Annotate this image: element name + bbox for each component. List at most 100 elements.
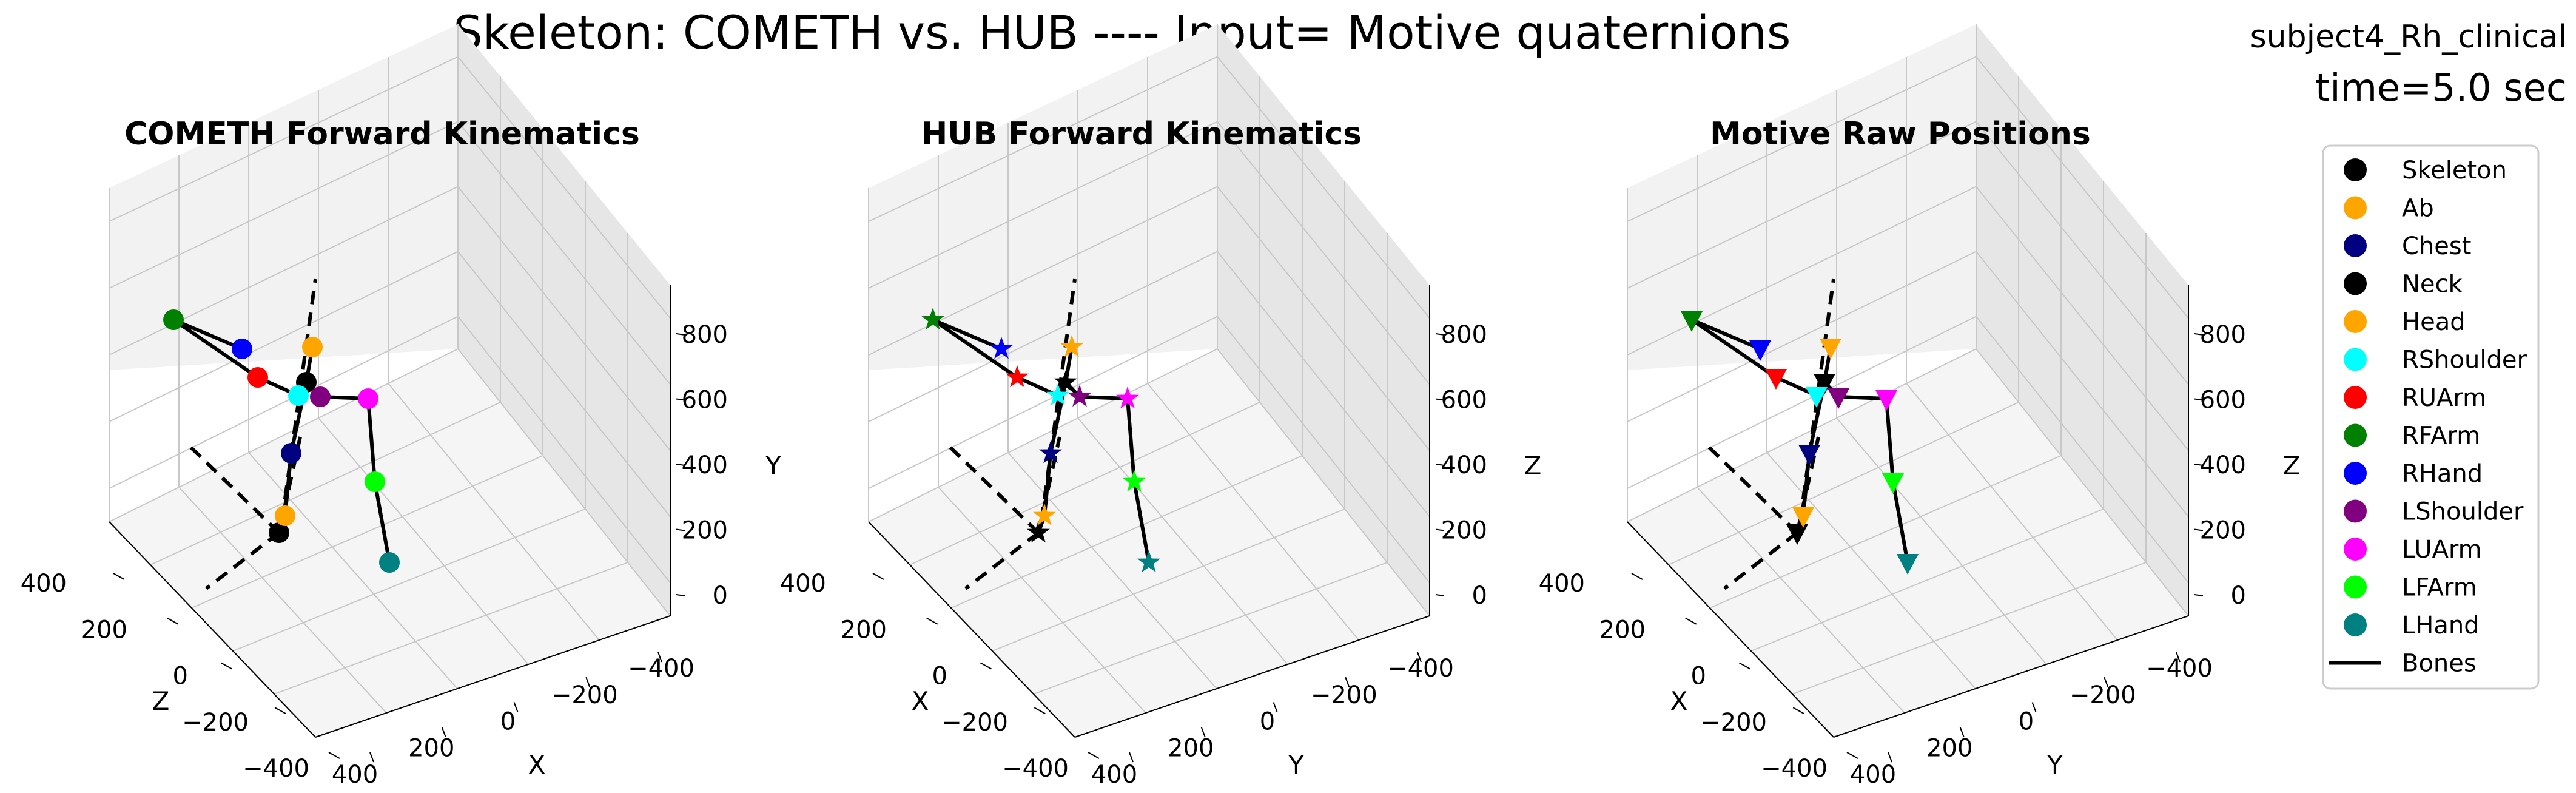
bone-LFArm-LHand <box>373 481 391 563</box>
joint-RHand-marker <box>232 339 252 359</box>
legend-item: Bones <box>2329 650 2477 678</box>
floor-grid-line <box>992 508 1345 652</box>
v-tick-mark <box>1435 528 1445 531</box>
v-tick-mark <box>2194 398 2204 401</box>
height-grid-line <box>109 56 671 319</box>
vertical-axis-label: Z <box>2283 451 2301 481</box>
panel-title: COMETH Forward Kinematics <box>124 116 640 152</box>
v-tick-label: 800 <box>682 321 728 349</box>
floor-grid-line <box>1147 383 1359 641</box>
legend-item: Neck <box>2344 271 2463 299</box>
bone-RFArm-RHand <box>172 318 243 351</box>
legend-label: Chest <box>2402 232 2471 260</box>
joint-LUArm-marker <box>1116 386 1139 409</box>
v-tick-label: 800 <box>2200 321 2246 349</box>
height-grid-line <box>1627 186 2189 451</box>
height-grid-line <box>109 121 671 385</box>
b-tick-mark <box>980 662 992 670</box>
joint-Chest-marker <box>281 443 301 464</box>
a-tick-label: 0 <box>500 708 516 736</box>
legend-item: LFArm <box>2344 574 2477 602</box>
b-tick-label: −400 <box>243 755 309 783</box>
bone-LShoulder-LUArm <box>1838 395 1887 400</box>
bone-RFArm-RHand <box>932 318 1003 351</box>
b-tick-label: −400 <box>1761 755 1828 783</box>
pane-left <box>869 24 1217 370</box>
b-tick-mark <box>926 617 938 625</box>
floor-grid-line <box>178 487 387 714</box>
v-tick-mark <box>1435 464 1445 466</box>
v-tick-label: 600 <box>1441 386 1487 414</box>
v-tick-mark <box>676 464 685 466</box>
floor-grid-line <box>1697 487 1905 714</box>
height-grid-line <box>868 251 1430 518</box>
dashed-side-axis <box>1723 531 1798 590</box>
floor-grid-line <box>232 508 586 652</box>
b-tick-mark <box>1846 752 1858 759</box>
floor-grid-line <box>1007 452 1217 689</box>
legend-label: Head <box>2402 308 2466 336</box>
b-tick-label: −200 <box>1700 709 1767 737</box>
legend-item: LHand <box>2344 612 2480 639</box>
floor-grid-line <box>1766 452 1976 689</box>
a-tick-mark <box>2104 677 2109 687</box>
legend-item: RHand <box>2344 460 2483 488</box>
v-tick-mark <box>676 594 685 596</box>
b-tick-mark <box>1631 573 1643 580</box>
a-tick-label: 0 <box>2019 708 2034 736</box>
bone-LUArm-LFArm <box>1126 398 1136 482</box>
v-tick-mark <box>1435 398 1445 401</box>
legend-label: LFArm <box>2402 574 2477 602</box>
floor-grid-line <box>1836 417 2047 665</box>
floor-grid-line <box>1077 417 1288 665</box>
floor-grid-line <box>1627 348 1977 522</box>
legend-label: RShoulder <box>2402 346 2527 374</box>
b-tick-label: 400 <box>1539 570 1585 598</box>
b-tick-mark <box>274 707 286 715</box>
b-axis-label: Z <box>152 686 170 716</box>
height-grid-line <box>109 316 671 584</box>
joint-Neck-marker <box>1814 374 1835 394</box>
a-tick-label: 400 <box>332 761 378 789</box>
legend-label: RHand <box>2402 460 2483 488</box>
joint-RShoulder-marker <box>288 385 309 406</box>
height-grid-line <box>1627 316 2189 584</box>
v-tick-label: 600 <box>682 386 728 414</box>
b-tick-mark <box>1685 617 1697 625</box>
v-tick-mark <box>2194 333 2204 336</box>
pane-left <box>1627 24 1976 370</box>
floor-grid-line <box>1792 562 2147 695</box>
legend-item: Skeleton <box>2344 157 2507 184</box>
bone-RUArm-RFArm <box>172 318 259 379</box>
joint-RUArm-marker <box>1765 369 1787 390</box>
bone-RFArm-RHand <box>1690 318 1761 351</box>
a-tick-mark <box>513 702 519 712</box>
v-tick-label: 200 <box>682 517 728 545</box>
joint-LShoulder-marker <box>1828 388 1849 409</box>
joint-RFArm-marker <box>163 309 184 330</box>
subject-label: subject4_Rh_clinical <box>2250 19 2567 55</box>
a-tick-mark <box>1273 702 1278 712</box>
joint-Head-marker <box>1060 335 1083 357</box>
legend: Skeleton Ab Chest Neck Head RShoulder RUArm RFA… <box>2322 144 2540 690</box>
b-tick-label: 0 <box>173 663 188 690</box>
a-tick-mark <box>657 652 662 663</box>
b-tick-mark <box>328 752 340 759</box>
joint-LHand-marker <box>1137 550 1160 573</box>
b-tick-mark <box>221 662 232 670</box>
a-tick-label: 400 <box>1091 761 1137 789</box>
dashed-side-axis <box>205 531 280 590</box>
floor-grid-line <box>191 455 543 609</box>
joint-Chest-marker <box>1798 445 1820 465</box>
floor-grid-line <box>274 562 628 695</box>
legend-dot-icon <box>2344 462 2367 485</box>
joint-Neck-marker <box>1054 370 1077 393</box>
joint-Head-marker <box>1820 339 1841 359</box>
joint-Chest-marker <box>1039 441 1062 464</box>
b-tick-label: 200 <box>841 616 887 644</box>
floor-grid-line <box>248 452 458 689</box>
legend-item: Ab <box>2344 195 2434 223</box>
bone-Ab-Chest <box>283 453 293 516</box>
